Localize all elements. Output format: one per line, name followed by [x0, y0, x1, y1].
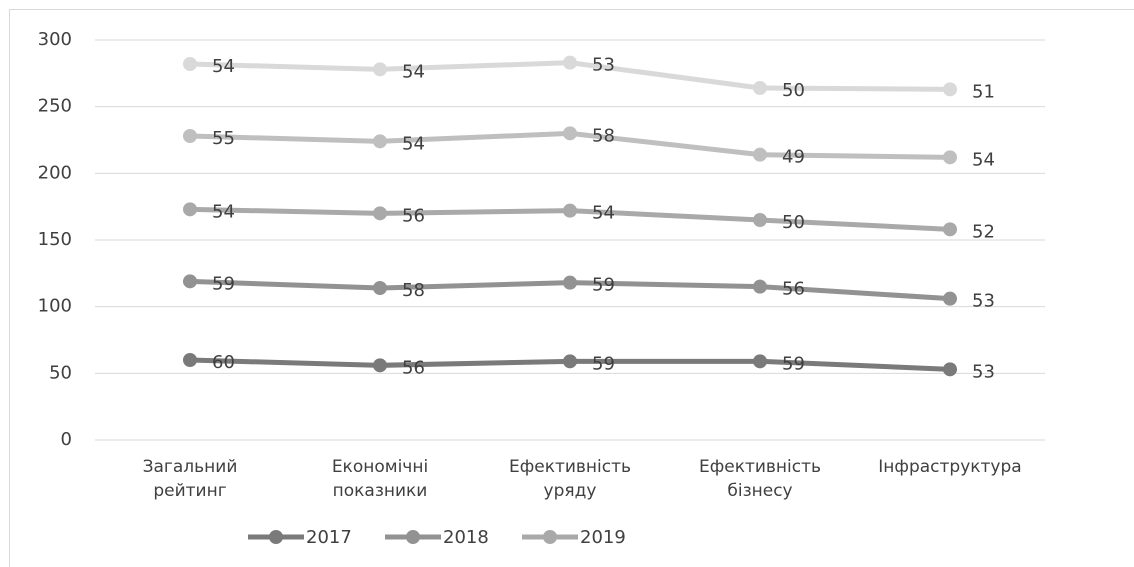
data-label: 52 [972, 221, 995, 242]
marker [753, 354, 767, 369]
data-label: 49 [782, 147, 805, 168]
marker [183, 129, 197, 143]
x-tick-label: Ефективність бізнесу [698, 457, 822, 501]
data-label: 50 [782, 80, 805, 101]
data-label: 56 [402, 205, 425, 226]
marker [373, 62, 387, 77]
y-tick-label: 100 [38, 296, 72, 317]
data-label: 53 [972, 291, 995, 312]
legend-marker [543, 530, 557, 544]
marker [943, 362, 957, 377]
marker [753, 81, 767, 95]
data-label: 56 [782, 279, 805, 300]
marker [943, 222, 957, 237]
marker [373, 358, 387, 373]
legend-marker [269, 530, 283, 544]
marker [183, 353, 197, 367]
marker [753, 147, 767, 162]
x-tick-label: Ефективність уряду [508, 457, 632, 501]
marker [943, 82, 957, 97]
data-label: 50 [782, 212, 805, 233]
data-label: 51 [972, 81, 995, 102]
data-label: 54 [212, 201, 235, 222]
y-tick-label: 250 [38, 96, 72, 117]
legend-label: 2017 [306, 527, 352, 548]
marker [183, 57, 197, 71]
marker [753, 213, 767, 227]
marker [183, 202, 197, 217]
marker [563, 354, 577, 369]
data-label: 54 [592, 203, 615, 224]
legend-label: 2019 [580, 527, 626, 548]
data-label: 59 [212, 273, 235, 294]
marker [183, 274, 197, 289]
marker [943, 291, 957, 306]
x-tick-label: Економічні показники [331, 457, 429, 501]
legend-marker [406, 530, 420, 544]
data-label: 54 [972, 149, 995, 170]
marker [753, 279, 767, 294]
marker [373, 281, 387, 295]
y-tick-label: 300 [38, 29, 72, 50]
data-label: 58 [402, 280, 425, 301]
y-tick-label: 150 [38, 229, 72, 250]
marker [563, 126, 577, 141]
data-label: 54 [402, 133, 425, 154]
data-label: 53 [972, 361, 995, 382]
data-label: 59 [592, 353, 615, 374]
data-label: 59 [782, 353, 805, 374]
y-tick-label: 0 [61, 429, 72, 450]
data-label: 55 [212, 128, 235, 149]
legend-label: 2018 [443, 527, 489, 548]
marker [373, 206, 387, 221]
chart-border [9, 9, 1134, 567]
y-tick-label: 50 [49, 362, 72, 383]
x-tick-label: Загальний рейтинг [142, 457, 238, 501]
data-label: 56 [402, 357, 425, 378]
marker [563, 203, 577, 218]
x-tick-label: Інфраструктура [878, 457, 1022, 477]
marker [373, 134, 387, 149]
data-label: 54 [212, 56, 235, 77]
marker [563, 275, 577, 290]
data-label: 54 [402, 61, 425, 82]
data-label: 59 [592, 275, 615, 296]
data-label: 53 [592, 55, 615, 76]
marker [943, 150, 957, 165]
y-tick-label: 200 [38, 162, 72, 183]
marker [563, 55, 577, 70]
data-label: 60 [212, 352, 235, 373]
data-label: 58 [592, 125, 615, 146]
